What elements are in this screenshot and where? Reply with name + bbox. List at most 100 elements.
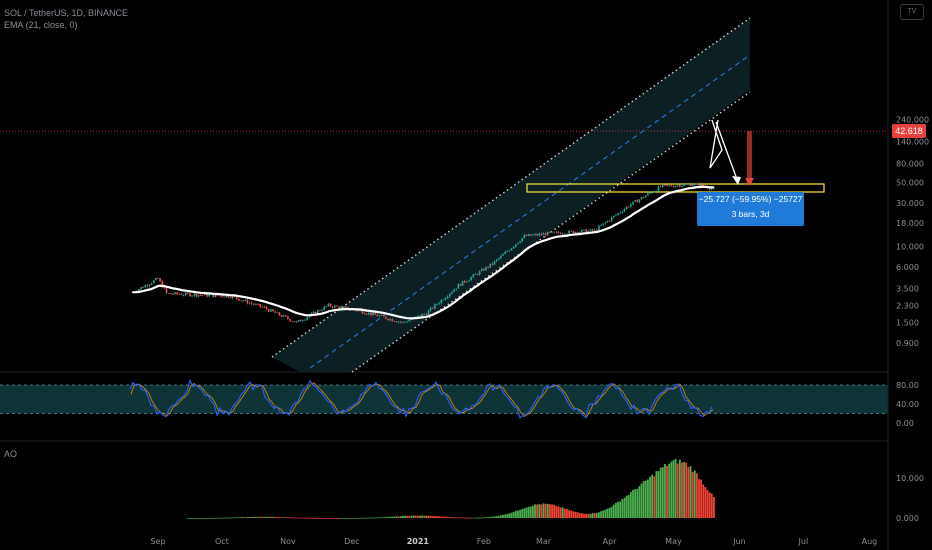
candle-body: [278, 312, 281, 316]
ao-bar: [353, 517, 355, 519]
ao-bar: [387, 516, 389, 518]
candle-body: [487, 266, 489, 268]
candle-body: [636, 200, 639, 203]
ao-bar: [206, 517, 208, 519]
candle-body: [148, 284, 151, 286]
candle-body: [644, 195, 647, 198]
ao-bar: [261, 516, 264, 518]
ao-bar: [370, 517, 372, 519]
candle-body: [342, 306, 345, 308]
candle-body: [598, 225, 600, 231]
ao-bar: [287, 517, 289, 519]
ao-bar: [521, 509, 524, 518]
candle-body: [319, 310, 321, 312]
candle-body: [259, 303, 262, 307]
price-tick-label: 140.000: [896, 137, 929, 146]
ao-bar: [676, 463, 679, 518]
candle-body: [589, 229, 592, 231]
price-pane[interactable]: [0, 17, 888, 442]
ao-bar: [700, 479, 703, 518]
ao-bar: [280, 517, 283, 518]
projection-arrow: [715, 121, 739, 183]
ao-bar: [295, 517, 298, 519]
candle-body: [444, 297, 447, 300]
ao-bar: [478, 517, 481, 519]
stoch-pane[interactable]: [0, 378, 888, 419]
ao-bar: [201, 517, 204, 519]
candle-body: [578, 231, 581, 234]
ao-pane[interactable]: [186, 458, 715, 519]
stoch-d-line: [130, 382, 714, 418]
candle-body: [184, 292, 187, 296]
ao-bar: [659, 467, 662, 518]
candle-body: [689, 183, 692, 186]
ao-bar: [333, 517, 336, 519]
stoch-tick-label: 0.00: [896, 419, 914, 428]
ao-bar: [568, 510, 570, 518]
candle-body: [389, 318, 391, 321]
candle-body: [604, 222, 607, 224]
candle-body: [500, 255, 502, 259]
candle-body: [495, 259, 498, 262]
ao-bar: [310, 517, 313, 519]
ao-bar: [695, 473, 698, 518]
candle-body: [425, 313, 428, 315]
ao-bar: [710, 493, 713, 518]
time-tick-label: Dec: [344, 537, 359, 546]
candle-body: [272, 309, 274, 312]
candle-body: [634, 200, 636, 202]
time-tick-label: Jul: [798, 537, 809, 546]
ao-bar: [355, 517, 357, 519]
ao-bar: [336, 517, 338, 519]
ao-bar: [653, 476, 656, 518]
candle-body: [630, 204, 632, 207]
candle-body: [525, 235, 528, 236]
candle-body: [257, 303, 259, 305]
ao-bar: [561, 507, 564, 518]
ao-bar: [342, 517, 345, 519]
ao-bar: [534, 504, 536, 518]
time-axis[interactable]: Sep Oct Nov Dec 2021 Feb Mar Apr May Jun Jul Aug: [150, 537, 877, 546]
last-price-tag: 42.618: [892, 124, 926, 138]
ao-bar: [304, 517, 306, 519]
candle-body: [532, 234, 534, 236]
price-tick-label: 50.000: [896, 178, 924, 187]
candle-body: [195, 293, 198, 297]
candle-body: [325, 306, 328, 308]
candle-body: [442, 299, 445, 301]
candle-body: [293, 321, 296, 323]
ao-bar: [240, 517, 242, 519]
candle-body: [187, 292, 189, 294]
ao-bar: [570, 510, 573, 518]
candle-body: [491, 263, 494, 265]
candle-body: [244, 299, 247, 301]
candle-body: [668, 185, 670, 187]
ao-bar: [549, 504, 551, 518]
price-axis[interactable]: 240.000 140.000 80.000 50.000 30.000 18.000 10…: [887, 0, 929, 550]
candle-body: [483, 268, 485, 271]
candle-body: [517, 242, 519, 245]
candle-body: [647, 193, 649, 196]
candle-body: [299, 319, 302, 322]
ao-bar: [636, 488, 639, 518]
ao-bar: [389, 516, 392, 518]
ao-bar: [225, 517, 228, 519]
candle-body: [387, 318, 389, 321]
ao-bar: [649, 476, 651, 518]
ao-bar: [612, 504, 615, 518]
ao-bar: [416, 515, 419, 518]
candle-body: [174, 292, 176, 295]
ao-bar: [410, 515, 413, 518]
ao-bar: [274, 516, 277, 518]
candle-body: [632, 201, 634, 205]
candle-body: [408, 320, 411, 322]
candle-body: [659, 186, 662, 188]
time-tick-label: Jun: [732, 537, 746, 546]
candle-body: [323, 306, 325, 311]
ao-bar: [542, 503, 545, 518]
candle-body: [625, 206, 628, 210]
ao-bar: [276, 516, 279, 518]
ao-bar: [203, 517, 206, 519]
ao-bar: [632, 489, 634, 518]
